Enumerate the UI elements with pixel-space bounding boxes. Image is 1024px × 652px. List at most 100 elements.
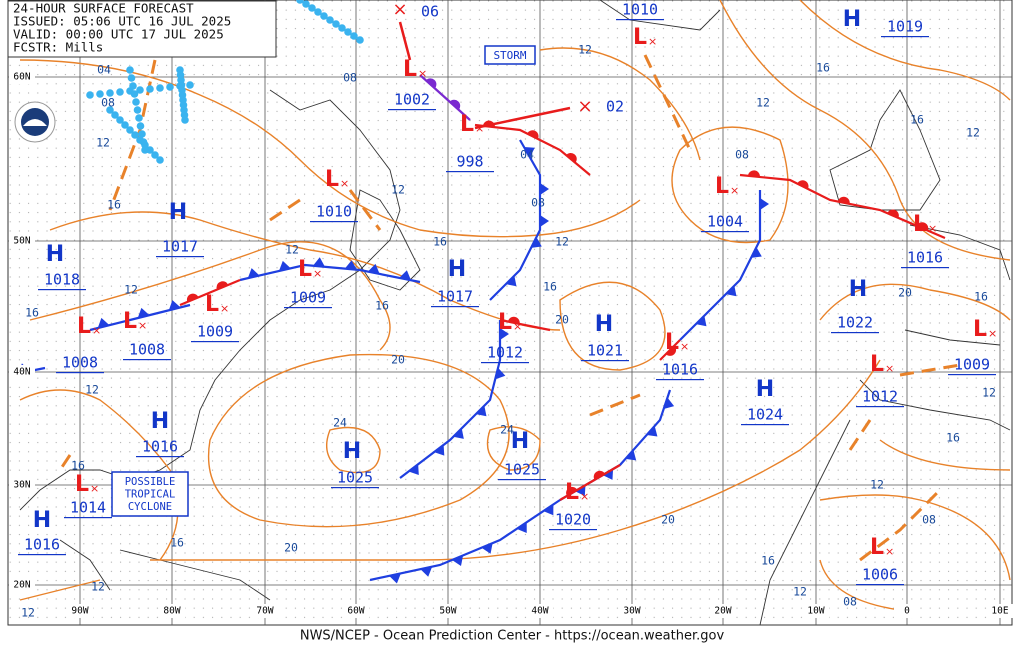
tropical-dot (146, 85, 154, 93)
longitude-label: 30W (623, 606, 640, 617)
longitude-label: 10E (991, 606, 1008, 617)
isobar-label: 12 (21, 606, 35, 620)
pressure-underline (481, 362, 529, 364)
future-x: × (392, 0, 407, 20)
front-triangle (97, 317, 110, 329)
lon-label-bg (987, 604, 1013, 618)
front-triangle (625, 449, 637, 461)
storm-box (484, 45, 536, 65)
tropical-dot (135, 114, 143, 122)
front-triangle (481, 543, 493, 554)
front-semicircle (837, 196, 850, 204)
tropical-dot (131, 131, 139, 139)
isobar-label: 08 (101, 96, 115, 110)
tropical-dot (186, 81, 194, 89)
low-x: × (513, 320, 522, 333)
pressure-underline (191, 341, 239, 343)
pressure-value: 1012 (487, 344, 523, 362)
tropical-dot (132, 98, 140, 106)
pressure-underline (581, 360, 629, 362)
low-x: × (138, 319, 147, 332)
pressure-underline (856, 406, 904, 408)
front-triangle (344, 260, 357, 270)
footer: NWS/NCEP - Ocean Prediction Center - htt… (300, 629, 725, 644)
lon-label-bg (527, 604, 553, 618)
pressure-underline (284, 307, 332, 309)
tropical-dot (111, 111, 119, 119)
pressure-underline (701, 231, 749, 233)
longitude-label: 60W (347, 606, 364, 617)
front-semicircle (425, 78, 437, 89)
warm-front (179, 278, 241, 307)
front-triangle (420, 566, 433, 577)
tropical-dot (156, 84, 164, 92)
tropical-dot (116, 88, 124, 96)
pressure-value: 1017 (162, 238, 198, 256)
header-line: ISSUED: 05:06 UTC 16 JUL 2025 (13, 14, 231, 29)
high-symbol: H (849, 277, 867, 302)
tropical-dot (138, 130, 146, 138)
pressure-underline (856, 584, 904, 586)
pressure-value: 1010 (622, 1, 658, 19)
tropical-dot (326, 16, 334, 24)
isobar-label: 16 (71, 459, 85, 473)
isobar-label: 16 (910, 113, 924, 127)
cold-front (399, 320, 502, 479)
header-box (7, 0, 277, 58)
labels: 60N 50N 40N 30N 20N 90W 80W 70W 60W 50W 40W 30W 20W 1… (9, 0, 1013, 620)
pressure-underline (136, 456, 184, 458)
front-triangle (475, 405, 487, 417)
pressure-value: 1006 (862, 566, 898, 584)
pressure-value: 1020 (555, 511, 591, 529)
fronts (9, 21, 946, 584)
high-symbol: H (33, 508, 51, 533)
tropical-dot (166, 83, 174, 91)
pressure-underline (549, 529, 597, 531)
lon-label-bg (894, 604, 920, 618)
pressure-underline (881, 36, 929, 38)
map-border (7, 0, 1013, 626)
isobar-label: 12 (793, 585, 807, 599)
high-symbol: H (169, 200, 187, 225)
low-x: × (928, 222, 937, 235)
future-x: × (577, 96, 592, 117)
header-line: FCSTR: Mills (13, 40, 103, 55)
tropical-dot (151, 151, 159, 159)
isobar-label: 16 (25, 306, 39, 320)
front-semicircle (449, 99, 461, 110)
pressure-value: 1008 (129, 341, 165, 359)
low-symbol: L (973, 317, 987, 342)
pressure-value: 1009 (197, 323, 233, 341)
front-triangle (137, 307, 150, 319)
front-semicircle (747, 170, 760, 177)
front-triangle (500, 328, 509, 340)
header-line: VALID: 00:00 UTC 17 JUL 2025 (13, 27, 224, 42)
front-triangle (751, 247, 762, 258)
longitude-label: 40W (531, 606, 548, 617)
latitude-label: 60N (13, 72, 30, 83)
longitude-label: 70W (256, 606, 273, 617)
tropical-dot (136, 86, 144, 94)
front-triangle (531, 237, 542, 248)
isobar-label: 16 (761, 554, 775, 568)
front-triangle (760, 198, 769, 210)
front-semicircle (507, 316, 520, 324)
tropical-dot (338, 24, 346, 32)
graticule-dots (8, 0, 1012, 625)
front-semicircle (566, 486, 578, 496)
tropical-dot (86, 91, 94, 99)
latitude-label: 30N (13, 480, 30, 491)
low-symbol: L (498, 310, 512, 335)
pressure-value: 1025 (504, 461, 540, 479)
front-triangle (543, 504, 554, 516)
front-triangle (367, 263, 380, 274)
isobar-label: 20 (555, 313, 569, 327)
pressure-value: 1012 (862, 388, 898, 406)
cold-front (239, 263, 421, 284)
isobar-label: 08 (922, 513, 936, 527)
low-x: × (580, 490, 589, 503)
front-semicircle (216, 281, 228, 290)
front-semicircle (665, 345, 677, 356)
low-symbol: L (715, 174, 729, 199)
